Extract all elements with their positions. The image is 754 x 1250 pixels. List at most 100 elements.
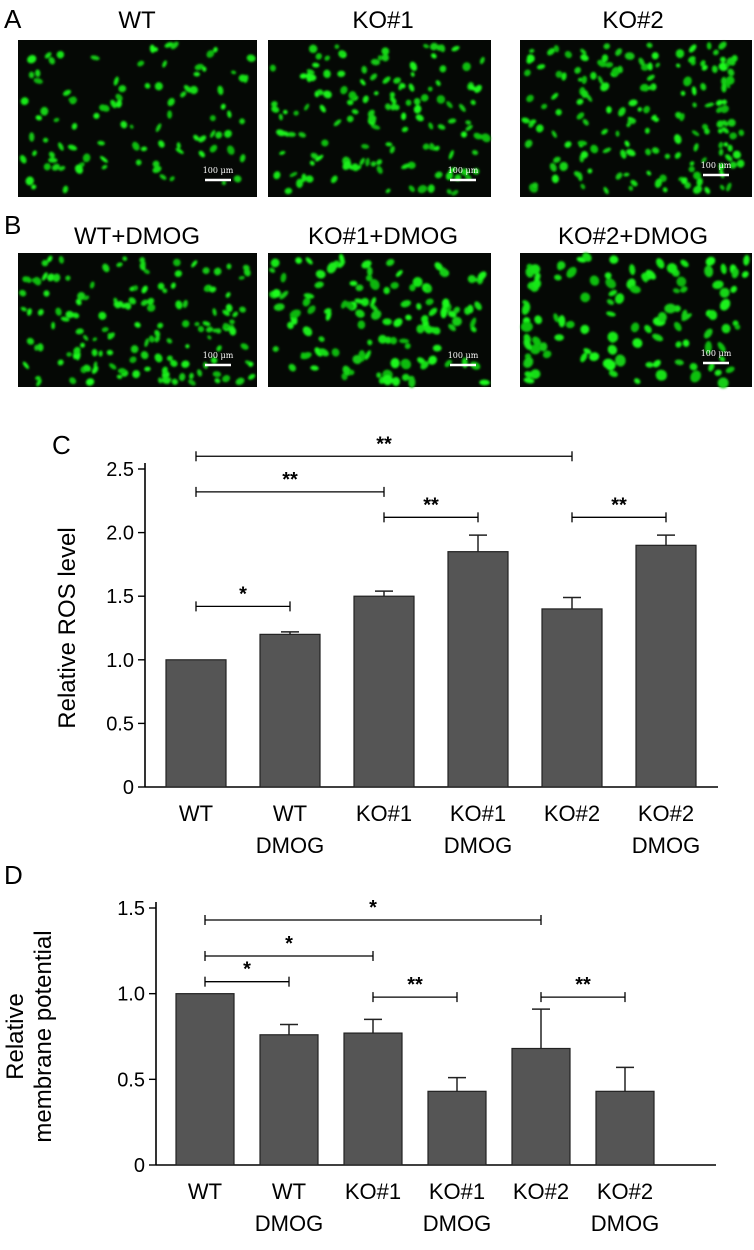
cell <box>176 142 181 149</box>
cell <box>532 279 542 289</box>
cell <box>348 369 355 376</box>
cell <box>582 118 589 126</box>
cell <box>170 41 179 50</box>
cell <box>608 370 618 378</box>
cell <box>729 161 737 169</box>
cell <box>674 321 682 332</box>
scale-bar-label: 100 μm <box>701 161 732 170</box>
cell-cluster <box>520 252 750 389</box>
cell <box>48 56 56 65</box>
cell <box>532 182 539 189</box>
cell <box>551 92 559 100</box>
cell <box>378 334 387 344</box>
significance-star: * <box>239 583 247 605</box>
cell <box>743 254 750 266</box>
scale-bar-label: 100 μm <box>448 166 479 175</box>
cell <box>351 109 359 115</box>
cell <box>551 130 557 138</box>
significance-star: * <box>285 933 293 955</box>
cell <box>714 369 722 376</box>
cell <box>77 291 86 301</box>
micrograph-ko2: 100 μm <box>520 40 752 197</box>
cell <box>723 142 729 147</box>
cell <box>33 77 43 84</box>
cell <box>308 44 318 54</box>
cell <box>209 144 218 153</box>
cell <box>719 184 725 191</box>
cell <box>166 338 173 344</box>
cell <box>376 159 383 166</box>
cell <box>448 150 454 160</box>
cell <box>680 90 686 96</box>
cell <box>159 174 167 180</box>
cell <box>22 276 29 283</box>
cell <box>679 113 685 122</box>
cell <box>731 55 738 62</box>
cell <box>717 377 729 389</box>
cell <box>213 46 218 53</box>
cell <box>601 54 609 63</box>
cell <box>615 354 626 367</box>
cell <box>56 50 65 59</box>
cell <box>169 176 175 182</box>
cell <box>196 369 203 377</box>
cell <box>675 63 681 68</box>
cell <box>157 377 163 384</box>
cell <box>29 132 35 142</box>
cell <box>383 286 390 295</box>
cell <box>357 320 366 330</box>
cell <box>712 280 724 290</box>
cell <box>602 147 612 154</box>
cell <box>706 42 712 50</box>
bar <box>635 544 697 788</box>
cell <box>720 76 727 85</box>
bar <box>511 1047 571 1166</box>
cell <box>43 163 51 171</box>
cell <box>220 103 226 110</box>
cell <box>646 170 652 176</box>
cell <box>551 174 559 184</box>
cell <box>692 185 703 194</box>
cell <box>193 71 201 77</box>
cell <box>310 152 319 160</box>
cell <box>191 260 198 268</box>
cell <box>689 363 698 371</box>
cell <box>652 333 664 342</box>
cell <box>272 346 279 352</box>
cell <box>655 369 667 381</box>
cell <box>643 105 650 114</box>
cell <box>472 168 480 175</box>
cell <box>729 132 737 140</box>
x-tick-label: KO#2 <box>638 801 694 826</box>
cell <box>561 72 567 81</box>
panel-letter-c: C <box>52 430 71 460</box>
cell <box>725 154 733 162</box>
cell <box>615 48 623 56</box>
cell <box>554 274 562 281</box>
cell <box>144 366 151 372</box>
cell <box>162 288 168 294</box>
cell <box>416 324 425 334</box>
cell <box>386 258 395 267</box>
cell-cluster <box>19 41 256 194</box>
cell <box>62 185 69 194</box>
significance-star: * <box>243 959 251 981</box>
cell <box>523 377 535 384</box>
cell <box>224 129 232 138</box>
cell <box>210 357 218 364</box>
cell <box>140 299 148 306</box>
cell <box>451 190 459 196</box>
x-tick-label: DMOG <box>591 1211 659 1236</box>
cell <box>40 106 49 116</box>
scale-bar-label: 100 μm <box>203 351 234 360</box>
cell <box>382 375 393 386</box>
cell <box>141 285 148 294</box>
y-tick-label: 0.5 <box>106 713 134 735</box>
image-title-ko2-dmog: KO#2+DMOG <box>558 223 708 250</box>
cell <box>19 155 27 164</box>
cell <box>68 97 78 103</box>
cell <box>366 266 373 277</box>
cell <box>57 142 64 151</box>
cell <box>615 130 620 137</box>
y-axis-title: Relative ROS level <box>54 527 81 728</box>
